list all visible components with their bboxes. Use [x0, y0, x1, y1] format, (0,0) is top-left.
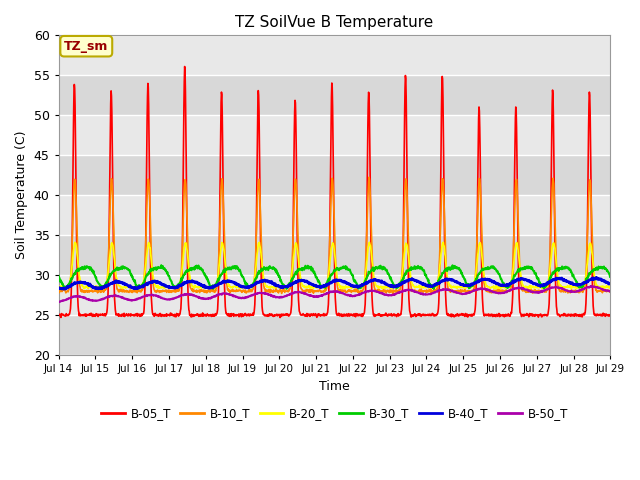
B-40_T	[420, 281, 428, 287]
B-40_T	[55, 285, 63, 291]
Bar	[59, 315, 611, 355]
B-30_T	[61, 286, 68, 292]
B-10_T	[55, 289, 63, 295]
B-10_T	[541, 288, 549, 294]
B-20_T	[541, 284, 549, 290]
B-40_T	[492, 280, 500, 286]
Bar	[59, 115, 611, 155]
B-20_T	[178, 270, 186, 276]
B-30_T	[55, 273, 63, 278]
Bar	[59, 235, 611, 275]
B-20_T	[493, 285, 500, 291]
B-10_T	[493, 288, 500, 294]
B-40_T	[164, 284, 172, 289]
B-05_T	[606, 312, 614, 318]
B-30_T	[541, 284, 549, 290]
B-05_T	[493, 312, 500, 317]
B-20_T	[55, 284, 63, 289]
B-10_T	[164, 288, 172, 294]
B-20_T	[420, 285, 428, 290]
B-10_T	[606, 288, 614, 294]
Y-axis label: Soil Temperature (C): Soil Temperature (C)	[15, 131, 28, 259]
B-40_T	[593, 275, 600, 280]
B-05_T	[541, 312, 549, 318]
B-30_T	[157, 263, 165, 268]
X-axis label: Time: Time	[319, 380, 350, 393]
B-30_T	[178, 276, 186, 282]
B-50_T	[55, 299, 63, 304]
B-30_T	[493, 268, 500, 274]
B-10_T	[239, 288, 247, 294]
B-10_T	[389, 291, 397, 297]
Line: B-30_T: B-30_T	[59, 265, 610, 289]
B-50_T	[420, 291, 428, 297]
B-20_T	[164, 285, 172, 290]
Bar	[59, 275, 611, 315]
B-20_T	[61, 286, 69, 292]
Line: B-10_T: B-10_T	[59, 177, 610, 294]
Title: TZ SoilVue B Temperature: TZ SoilVue B Temperature	[236, 15, 434, 30]
B-05_T	[164, 312, 172, 318]
B-10_T	[420, 288, 428, 293]
Line: B-40_T: B-40_T	[59, 277, 610, 289]
B-30_T	[240, 276, 248, 281]
B-20_T	[239, 284, 247, 290]
B-50_T	[55, 299, 63, 305]
B-50_T	[492, 289, 500, 295]
Bar	[59, 155, 611, 195]
B-05_T	[181, 64, 189, 70]
Line: B-20_T: B-20_T	[59, 242, 610, 289]
B-40_T	[541, 282, 548, 288]
B-50_T	[541, 288, 548, 293]
Bar	[59, 36, 611, 75]
Bar	[59, 75, 611, 115]
B-50_T	[606, 288, 614, 294]
B-50_T	[587, 283, 595, 289]
B-30_T	[164, 273, 172, 279]
B-40_T	[606, 281, 614, 287]
B-10_T	[177, 272, 185, 278]
B-40_T	[239, 284, 247, 289]
B-40_T	[61, 286, 68, 292]
Legend: B-05_T, B-10_T, B-20_T, B-30_T, B-40_T, B-50_T: B-05_T, B-10_T, B-20_T, B-30_T, B-40_T, …	[97, 402, 573, 425]
B-05_T	[420, 312, 428, 317]
B-20_T	[365, 240, 373, 245]
Line: B-50_T: B-50_T	[59, 286, 610, 302]
B-05_T	[177, 299, 185, 304]
B-30_T	[420, 270, 428, 276]
Line: B-05_T: B-05_T	[59, 67, 610, 318]
B-20_T	[606, 285, 614, 291]
Text: TZ_sm: TZ_sm	[64, 40, 108, 53]
Bar	[59, 195, 611, 235]
B-05_T	[276, 315, 284, 321]
B-50_T	[239, 295, 247, 301]
B-05_T	[239, 312, 247, 318]
B-30_T	[606, 274, 614, 280]
B-05_T	[55, 312, 63, 318]
B-10_T	[365, 174, 373, 180]
B-50_T	[178, 292, 186, 298]
B-40_T	[178, 282, 186, 288]
B-50_T	[164, 297, 172, 302]
